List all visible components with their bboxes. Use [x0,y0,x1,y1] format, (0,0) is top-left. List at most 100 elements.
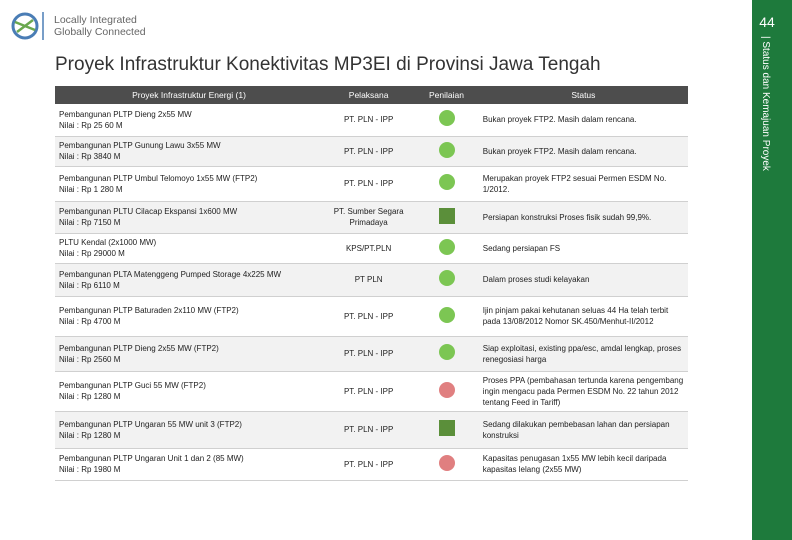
header-row: Proyek Infrastruktur Energi (1) Pelaksana… [55,86,688,104]
project-value: Nilai : Rp 7150 M [59,218,121,227]
project-cell: Pembangunan PLTP Gunung Lawu 3x55 MW Nila… [55,136,323,167]
executor-cell: PT. PLN - IPP [323,104,415,137]
status-cell: Merupakan proyek FTP2 sesuai Permen ESDM… [478,166,688,202]
rating-cell [414,201,479,234]
header-cell: Proyek Infrastruktur Energi (1) [55,86,323,104]
project-name: Pembangunan PLTP Gunung Lawu 3x55 MW [59,141,221,150]
project-cell: Pembangunan PLTP Ungaran 55 MW unit 3 (F… [55,411,323,449]
rating-indicator [438,381,455,398]
executor-cell: PT. PLN - IPP [323,411,415,449]
project-name: Pembangunan PLTP Dieng 2x55 MW [59,109,192,119]
project-value: Nilai : Rp 1280 M [59,430,121,440]
rating-indicator [438,306,455,323]
table-body: Pembangunan PLTP Dieng 2x55 MW Nilai : Rp… [55,104,688,481]
rating-indicator [438,344,455,360]
executor-cell: PT. PLN - IPP [323,166,415,202]
side-bar [752,0,792,540]
executor-cell: PT. Sumber Segara Primadaya [323,201,415,234]
project-cell: Pembangunan PLTP Dieng 2x55 MW (FTP2) Nil… [55,336,323,372]
status-cell: Sedang persiapan FS [478,233,688,264]
status-cell: Persiapan konstruksi Proses fisik sudah … [478,201,688,234]
table-row: Pembangunan PLTP Umbul Telomoyo 1x55 MW … [55,166,688,202]
table: Proyek Infrastruktur Energi (1) Pelaksana… [55,86,688,481]
project-cell: Pembangunan PLTP Dieng 2x55 MW Nilai : Rp… [55,104,323,137]
header-cell: Penilaian [414,86,479,104]
rating-indicator [438,207,455,224]
logo-text: Locally Integrated Globally Connected [54,14,146,38]
project-cell: Pembangunan PLTP Guci 55 MW (FTP2) Nilai … [55,371,323,412]
table-row: Pembangunan PLTP Ungaran Unit 1 dan 2 (8… [55,448,688,481]
executor-cell: PT PLN [323,263,415,297]
project-cell: Pembangunan PLTP Umbul Telomoyo 1x55 MW … [55,166,323,202]
rating-cell [414,104,479,137]
project-cell: Pembangunan PLTU Cilacap Ekspansi 1x600 … [55,201,323,234]
project-name: Pembangunan PLTU Cilacap Ekspansi 1x600 … [59,207,238,216]
status-cell: Proses PPA (pembahasan tertunda karena p… [478,371,688,412]
project-value: Nilai : Rp 1 280 M [59,184,123,194]
title: Proyek Infrastruktur Konektivitas MP3EI … [55,54,601,75]
executor-cell: PT. PLN - IPP [323,336,415,372]
table-row: Pembangunan PLTA Matenggeng Pumped Stora… [55,263,688,297]
executor-cell: PT. PLN - IPP [323,448,415,481]
table-row: PLTU Kendal (2x1000 MW) Nilai : Rp 29000 … [55,233,688,264]
logo-line: Globally Connected [54,26,146,38]
table-row: Pembangunan PLTP Guci 55 MW (FTP2) Nilai … [55,371,688,412]
rating-cell [414,336,479,372]
rating-cell [414,448,479,481]
project-cell: Pembangunan PLTP Ungaran Unit 1 dan 2 (8… [55,448,323,481]
executor-cell: PT. PLN - IPP [323,296,415,337]
status-cell: Bukan proyek FTP2. Masih dalam rencana. [478,136,688,167]
rating-cell [414,296,479,337]
project-name: Pembangunan PLTP Umbul Telomoyo 1x55 MW … [59,173,258,183]
project-name: Pembangunan PLTP Ungaran Unit 1 dan 2 (8… [59,454,244,463]
table-row: Pembangunan PLTP Baturaden 2x110 MW (FTP… [55,296,688,337]
project-value: Nilai : Rp 4700 M [59,317,121,326]
project-value: Nilai : Rp 6110 M [59,280,120,290]
status-cell: Kapasitas penugasan 1x55 MW lebih kecil … [478,448,688,481]
project-name: Pembangunan PLTA Matenggeng Pumped Stora… [59,269,282,279]
table-row: Pembangunan PLTP Dieng 2x55 MW Nilai : Rp… [55,104,688,137]
rating-cell [414,263,479,297]
project-name: Pembangunan PLTP Dieng 2x55 MW (FTP2) [59,343,219,353]
project-cell: PLTU Kendal (2x1000 MW) Nilai : Rp 29000 … [55,233,323,264]
header-cell: Pelaksana [323,86,415,104]
logo-icon [11,12,44,40]
project-value: Nilai : Rp 1980 M [59,465,121,474]
project-value: Nilai : Rp 25 60 M [59,120,123,130]
rating-indicator [438,270,455,286]
status-cell: Sedang dilakukan pembebasan lahan dan pe… [478,411,688,449]
table-row: Pembangunan PLTP Dieng 2x55 MW (FTP2) Nil… [55,336,688,372]
project-value: Nilai : Rp 1280 M [59,392,121,401]
status-cell: Dalam proses studi kelayakan [478,263,688,297]
rating-indicator [438,174,455,190]
rating-cell [414,136,479,167]
project-cell: Pembangunan PLTP Baturaden 2x110 MW (FTP… [55,296,323,337]
project-name: PLTU Kendal (2x1000 MW) [59,238,157,247]
project-name: Pembangunan PLTP Baturaden 2x110 MW (FTP… [59,306,239,315]
project-name: Pembangunan PLTP Guci 55 MW (FTP2) [59,381,206,390]
page-number: 44 [759,14,775,30]
rating-indicator [438,454,455,471]
rating-indicator [438,238,455,255]
table-row: Pembangunan PLTP Ungaran 55 MW unit 3 (F… [55,411,688,449]
table-row: Pembangunan PLTP Gunung Lawu 3x55 MW Nila… [55,136,688,167]
header-cell: Status [478,86,688,104]
rating-indicator [438,110,455,127]
logo-line: Locally Integrated [54,14,137,26]
executor-cell: KPS/PT.PLN [323,233,415,264]
project-value: Nilai : Rp 2560 M [59,354,121,364]
project-value: Nilai : Rp 29000 M [59,249,125,258]
rating-indicator [438,420,455,436]
rating-cell [414,411,479,449]
status-cell: Ijin pinjam pakai kehutanan seluas 44 Ha… [478,296,688,337]
table-row: Pembangunan PLTU Cilacap Ekspansi 1x600 … [55,201,688,234]
status-cell: Siap exploitasi, existing ppa/esc, amdal… [478,336,688,372]
rating-indicator [438,141,455,158]
project-value: Nilai : Rp 3840 M [59,152,121,161]
project-cell: Pembangunan PLTA Matenggeng Pumped Stora… [55,263,323,297]
rating-cell [414,166,479,202]
executor-cell: PT. PLN - IPP [323,371,415,412]
project-name: Pembangunan PLTP Ungaran 55 MW unit 3 (F… [59,419,242,429]
rating-cell [414,371,479,412]
